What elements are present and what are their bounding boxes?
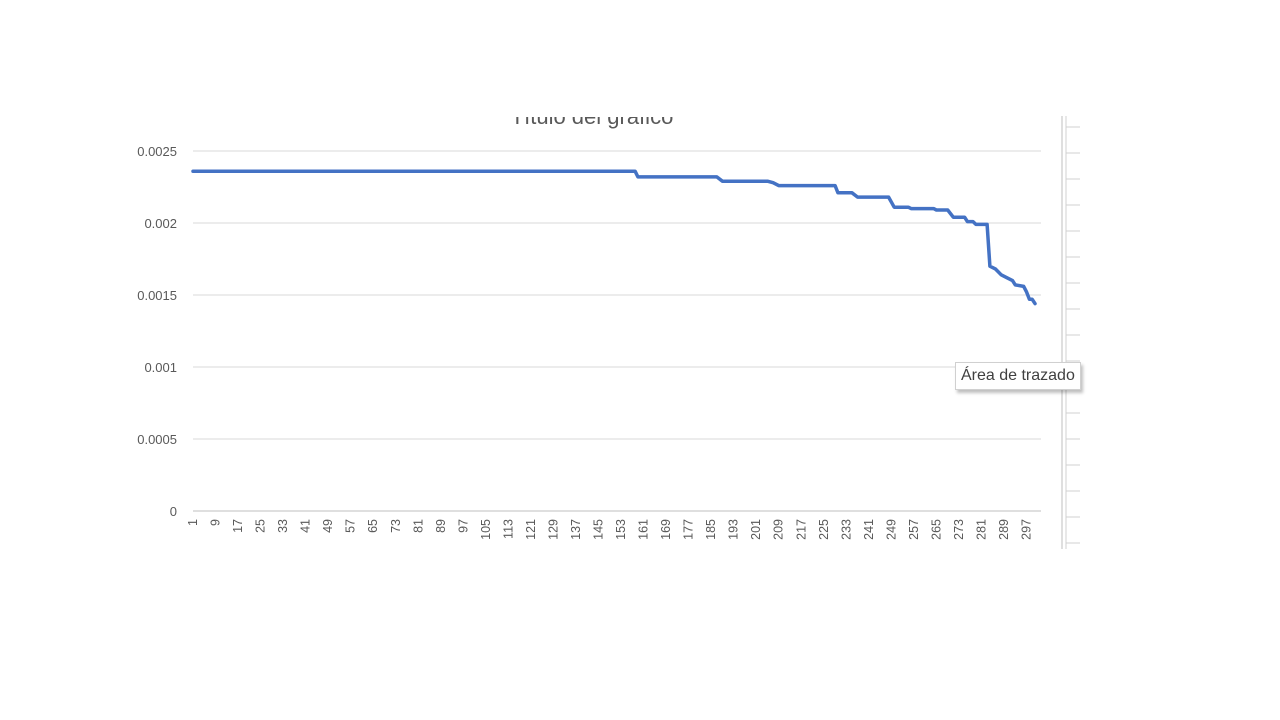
x-tick-label: 209 (772, 519, 786, 540)
x-tick-label: 33 (276, 519, 290, 533)
gridlines (193, 150, 1041, 512)
y-tick-label: 0.0005 (137, 432, 177, 447)
x-tick-label: 49 (321, 519, 335, 533)
chart-frame-edge (1061, 116, 1080, 549)
x-tick-label: 201 (749, 519, 763, 540)
x-tick-label: 249 (884, 519, 898, 540)
x-tick-label: 81 (411, 519, 425, 533)
x-tick-label: 273 (952, 519, 966, 540)
x-tick-label: 297 (1020, 519, 1034, 540)
x-tick-label: 241 (862, 519, 876, 540)
x-tick-label: 9 (209, 519, 223, 526)
x-tick-label: 73 (389, 519, 403, 533)
series-line[interactable] (191, 169, 1037, 306)
x-tick-label: 65 (366, 519, 380, 533)
plot-area-tooltip: Área de trazado (955, 362, 1081, 390)
chart-title: Título del gráfico (511, 104, 674, 129)
x-tick-label: 17 (231, 519, 245, 533)
x-tick-label: 89 (434, 519, 448, 533)
y-tick-label: 0.0015 (137, 288, 177, 303)
x-tick-label: 169 (659, 519, 673, 540)
x-tick-label: 25 (254, 519, 268, 533)
x-tick-label: 153 (614, 519, 628, 540)
x-tick-label: 97 (456, 519, 470, 533)
x-tick-label: 289 (997, 519, 1011, 540)
x-tick-label: 121 (524, 519, 538, 540)
x-tick-label: 281 (974, 519, 988, 540)
y-tick-label: 0.0025 (137, 144, 177, 159)
x-tick-label: 217 (794, 519, 808, 540)
x-tick-label: 225 (817, 519, 831, 540)
x-tick-label: 113 (501, 519, 515, 539)
x-tick-label: 233 (839, 519, 853, 540)
y-axis: 0 0.0005 0.001 0.0015 0.002 0.0025 (137, 144, 177, 519)
x-tick-label: 177 (682, 519, 696, 540)
x-tick-label: 57 (344, 519, 358, 533)
x-tick-label: 161 (637, 519, 651, 540)
x-tick-label: 145 (592, 519, 606, 540)
x-axis: 1 9 17 25 33 41 49 57 65 73 81 89 97 105 113 121 129 137 1… (186, 519, 1034, 540)
x-tick-label: 137 (569, 519, 583, 540)
y-tick-label: 0 (170, 504, 177, 519)
y-tick-label: 0.001 (144, 360, 177, 375)
x-tick-label: 129 (546, 519, 560, 540)
plot-area[interactable] (191, 169, 1037, 306)
x-tick-label: 193 (727, 519, 741, 540)
x-tick-label: 185 (704, 519, 718, 540)
x-tick-label: 257 (907, 519, 921, 540)
x-tick-label: 265 (929, 519, 943, 540)
x-tick-label: 105 (479, 519, 493, 540)
x-tick-label: 1 (186, 519, 200, 526)
x-tick-label: 41 (299, 519, 313, 533)
y-tick-label: 0.002 (144, 216, 177, 231)
